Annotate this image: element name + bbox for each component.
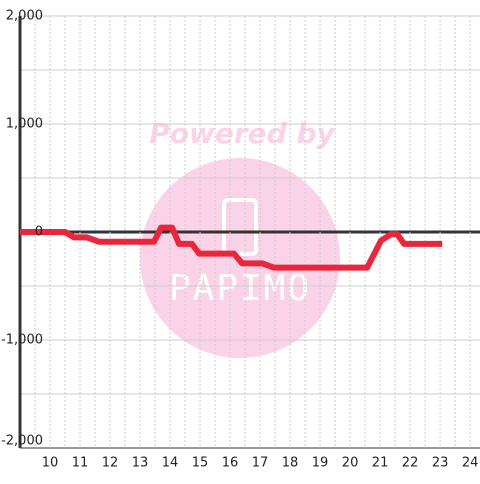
series-line xyxy=(20,224,443,271)
y-tick-label: -2,000 xyxy=(1,434,43,449)
x-tick-label: 10 xyxy=(42,456,59,471)
y-tick-label: 1,000 xyxy=(6,117,43,132)
watermark-text: Powered by xyxy=(149,117,336,150)
x-tick-label: 24 xyxy=(462,456,479,471)
x-tick-label: 15 xyxy=(192,456,209,471)
x-tick-label: 22 xyxy=(402,456,419,471)
watermark-icon xyxy=(222,198,258,256)
x-tick-label: 11 xyxy=(72,456,89,471)
x-tick-label: 23 xyxy=(432,456,449,471)
watermark-logo: PAPIMO xyxy=(169,268,311,309)
y-tick-label: -1,000 xyxy=(1,333,43,348)
x-tick-label: 18 xyxy=(282,456,299,471)
x-tick-label: 13 xyxy=(132,456,149,471)
y-tick-label: 0 xyxy=(35,225,43,240)
x-tick-label: 17 xyxy=(252,456,269,471)
x-tick-label: 21 xyxy=(372,456,389,471)
x-tick-label: 20 xyxy=(342,456,359,471)
x-tick-label: 19 xyxy=(312,456,329,471)
x-tick-label: 16 xyxy=(222,456,239,471)
x-tick-label: 12 xyxy=(102,456,119,471)
x-tick-label: 14 xyxy=(162,456,179,471)
y-tick-label: 2,000 xyxy=(6,9,43,24)
